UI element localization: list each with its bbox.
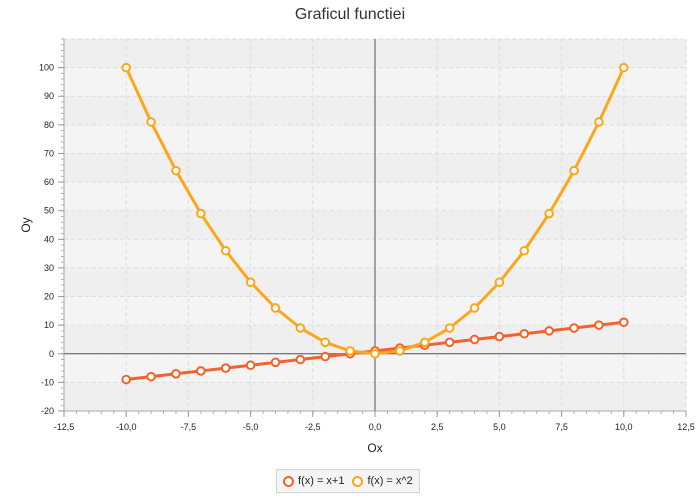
- data-point-series-2[interactable]: [519, 245, 530, 256]
- data-point-series-1[interactable]: [196, 366, 206, 376]
- data-point-series-1[interactable]: [444, 337, 455, 348]
- data-point-series-2[interactable]: [444, 323, 455, 333]
- y-tick-label: 0: [49, 349, 54, 359]
- y-tick-label: 50: [44, 206, 54, 216]
- x-tick-label: 5,0: [493, 422, 506, 432]
- data-point-series-1[interactable]: [270, 357, 281, 368]
- data-point-series-2[interactable]: [395, 346, 405, 356]
- x-axis-title: Ox: [367, 441, 382, 455]
- data-point-series-1[interactable]: [146, 371, 156, 382]
- x-tick-label: -2,5: [305, 422, 321, 432]
- data-point-series-1[interactable]: [494, 331, 505, 342]
- data-point-series-2[interactable]: [469, 303, 480, 313]
- chart-title: Graficul functiei: [294, 6, 406, 23]
- data-point-series-1[interactable]: [220, 363, 231, 373]
- data-point-series-1[interactable]: [171, 369, 181, 379]
- data-point-series-2[interactable]: [619, 62, 629, 73]
- x-tick-label: 7,5: [555, 422, 568, 432]
- x-tick-label: -5,0: [243, 422, 259, 432]
- data-point-series-2[interactable]: [544, 208, 554, 219]
- data-point-series-2[interactable]: [494, 277, 505, 288]
- x-tick-label: -12,5: [54, 422, 75, 432]
- y-tick-label: 10: [44, 320, 54, 330]
- data-point-series-2[interactable]: [320, 337, 331, 348]
- y-tick-label: 40: [44, 234, 54, 244]
- x-tick-label: 12,5: [677, 422, 695, 432]
- y-tick-label: 30: [44, 263, 54, 273]
- y-tick-label: -20: [41, 406, 54, 416]
- data-point-series-2[interactable]: [594, 117, 604, 127]
- data-point-series-2[interactable]: [220, 245, 231, 256]
- data-point-series-2[interactable]: [245, 277, 256, 288]
- x-tick-label: -7,5: [181, 422, 197, 432]
- y-tick-label: 20: [44, 292, 54, 302]
- data-point-series-2[interactable]: [121, 62, 131, 73]
- data-point-series-1[interactable]: [519, 328, 530, 339]
- data-point-series-1[interactable]: [320, 351, 331, 362]
- y-tick-label: -10: [41, 377, 54, 387]
- data-point-series-1[interactable]: [544, 326, 554, 336]
- data-point-series-1[interactable]: [569, 323, 579, 333]
- y-tick-label: 70: [44, 148, 54, 158]
- data-point-series-2[interactable]: [295, 323, 306, 333]
- legend: f(x) = x+1 f(x) = x^2: [276, 469, 420, 493]
- data-point-series-1[interactable]: [594, 320, 604, 330]
- x-tick-label: -10,0: [116, 422, 137, 432]
- data-point-series-2[interactable]: [345, 346, 355, 356]
- legend-symbol-series-1: [283, 475, 294, 487]
- x-tick-label: 0,0: [369, 422, 382, 432]
- data-point-series-2[interactable]: [270, 303, 281, 313]
- y-tick-label: 80: [44, 120, 54, 130]
- legend-item-series-1[interactable]: f(x) = x+1: [283, 475, 344, 487]
- data-point-series-1[interactable]: [295, 354, 306, 365]
- legend-symbol-series-2: [352, 475, 364, 487]
- data-point-series-1[interactable]: [469, 334, 480, 345]
- x-tick-label: 10,0: [615, 422, 633, 432]
- data-point-series-2[interactable]: [569, 165, 579, 176]
- data-point-series-1[interactable]: [121, 374, 131, 385]
- y-axis-title: Oy: [19, 217, 33, 232]
- y-tick-label: 90: [44, 91, 54, 101]
- y-tick-label: 60: [44, 177, 54, 187]
- data-point-series-1[interactable]: [619, 317, 629, 328]
- data-point-series-2[interactable]: [171, 165, 181, 176]
- legend-label-series-2: f(x) = x^2: [367, 475, 413, 487]
- data-point-series-2[interactable]: [419, 337, 430, 348]
- legend-item-series-2[interactable]: f(x) = x^2: [352, 475, 413, 487]
- legend-label-series-1: f(x) = x+1: [298, 475, 345, 487]
- data-point-series-2[interactable]: [146, 117, 156, 127]
- data-point-series-2[interactable]: [196, 208, 206, 219]
- data-point-series-2[interactable]: [370, 348, 380, 359]
- x-tick-label: 2,5: [431, 422, 444, 432]
- y-tick-label: 100: [39, 63, 54, 73]
- data-point-series-1[interactable]: [245, 360, 256, 371]
